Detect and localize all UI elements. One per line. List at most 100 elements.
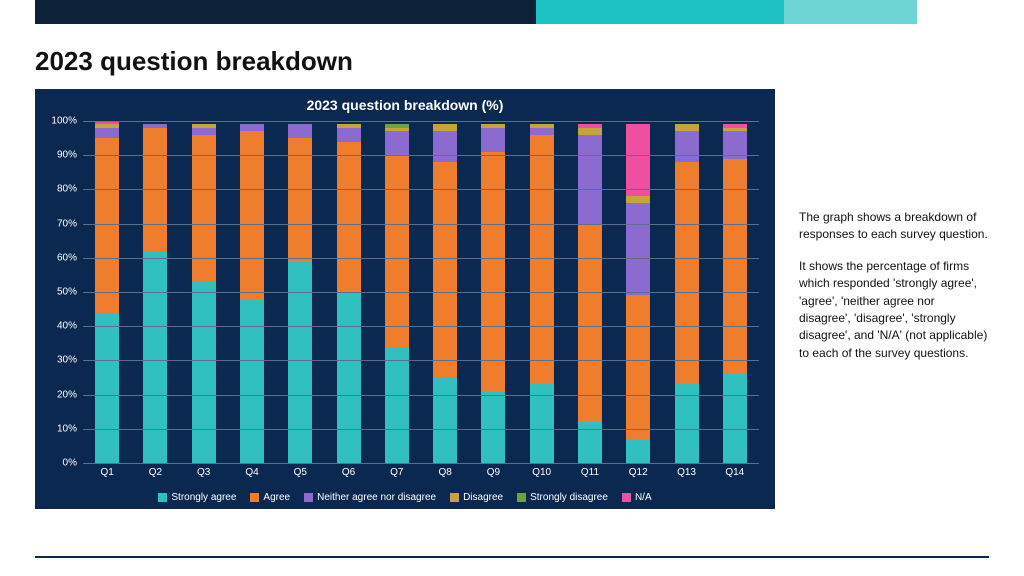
legend-item: Agree (250, 492, 290, 503)
x-axis-label: Q7 (390, 467, 403, 478)
bar-segment (433, 162, 457, 377)
gridline (83, 429, 759, 430)
y-axis-label: 0% (41, 458, 77, 469)
y-axis-label: 90% (41, 150, 77, 161)
x-axis-label: Q10 (532, 467, 551, 478)
bar-segment (337, 142, 361, 292)
gridline (83, 395, 759, 396)
x-axis-label: Q6 (342, 467, 355, 478)
bar-segment (723, 159, 747, 374)
bar-segment (578, 128, 602, 135)
x-axis-label: Q13 (677, 467, 696, 478)
legend-swatch (158, 493, 167, 502)
x-axis-label: Q3 (197, 467, 210, 478)
bar-segment (385, 131, 409, 155)
bar-segment (95, 128, 119, 138)
plot-area: Q1Q2Q3Q4Q5Q6Q7Q8Q9Q10Q11Q12Q13Q14 0%10%2… (83, 121, 759, 463)
bar-segment (240, 299, 264, 463)
legend-label: Agree (263, 492, 290, 503)
legend-item: Neither agree nor disagree (304, 492, 436, 503)
legend-label: N/A (635, 492, 652, 503)
bar-segment (626, 295, 650, 439)
gridline (83, 224, 759, 225)
bar-segment (481, 128, 505, 152)
bar-segment (675, 124, 699, 131)
y-axis-label: 10% (41, 423, 77, 434)
bar-segment (481, 391, 505, 463)
y-axis-label: 80% (41, 184, 77, 195)
bar-segment (240, 131, 264, 299)
y-axis-label: 20% (41, 389, 77, 400)
bar-segment (240, 124, 264, 131)
gridline (83, 155, 759, 156)
bar-segment (530, 384, 554, 463)
bar-segment (95, 138, 119, 312)
bar-segment (626, 203, 650, 295)
bar-segment (626, 439, 650, 463)
bottom-rule (35, 556, 989, 558)
bar-segment (192, 282, 216, 463)
bar-segment (192, 128, 216, 135)
gridline (83, 258, 759, 259)
legend-item: Strongly disagree (517, 492, 608, 503)
bar-segment (626, 196, 650, 203)
x-axis-label: Q11 (581, 467, 599, 478)
bar-segment (675, 131, 699, 162)
x-axis-label: Q5 (294, 467, 307, 478)
bar-segment (385, 347, 409, 463)
bar-segment (288, 138, 312, 261)
gridline (83, 189, 759, 190)
legend-swatch (622, 493, 631, 502)
legend-label: Strongly disagree (530, 492, 608, 503)
bar-segment (626, 124, 650, 196)
top-bar-segment (784, 0, 918, 24)
gridline (83, 326, 759, 327)
bar-segment (433, 124, 457, 131)
bar-segment (530, 135, 554, 385)
bar-segment (578, 224, 602, 422)
top-accent-bar (35, 0, 989, 24)
bar-segment (675, 384, 699, 463)
legend-swatch (304, 493, 313, 502)
bar-segment (433, 131, 457, 162)
bar-segment (337, 292, 361, 463)
y-axis-label: 70% (41, 218, 77, 229)
legend: Strongly agree Agree Neither agree nor dis… (35, 492, 775, 503)
bar-segment (288, 124, 312, 138)
side-text: The graph shows a breakdown of responses… (799, 89, 989, 509)
side-para-1: The graph shows a breakdown of responses… (799, 209, 989, 244)
bar-segment (385, 155, 409, 347)
bar-segment (578, 135, 602, 224)
legend-label: Disagree (463, 492, 503, 503)
legend-label: Neither agree nor disagree (317, 492, 436, 503)
y-axis-label: 100% (41, 116, 77, 127)
bar-segment (723, 374, 747, 463)
bar-segment (143, 251, 167, 463)
legend-label: Strongly agree (171, 492, 236, 503)
x-axis-label: Q4 (245, 467, 258, 478)
bar-segment (433, 378, 457, 464)
x-axis-label: Q12 (629, 467, 648, 478)
bar-segment (192, 135, 216, 282)
legend-swatch (250, 493, 259, 502)
legend-item: Strongly agree (158, 492, 236, 503)
y-axis-label: 30% (41, 355, 77, 366)
legend-item: N/A (622, 492, 652, 503)
bar-segment (675, 162, 699, 384)
gridline (83, 463, 759, 464)
gridline (83, 292, 759, 293)
chart-panel: 2023 question breakdown (%) Q1Q2Q3Q4Q5Q6… (35, 89, 775, 509)
bar-segment (530, 128, 554, 135)
y-axis-label: 60% (41, 252, 77, 263)
x-axis-label: Q8 (438, 467, 451, 478)
top-bar-segment (35, 0, 536, 24)
top-bar-segment (536, 0, 784, 24)
y-axis-label: 50% (41, 287, 77, 298)
page-title: 2023 question breakdown (35, 46, 989, 77)
bar-segment (481, 152, 505, 391)
x-axis-label: Q2 (149, 467, 162, 478)
x-axis-label: Q14 (725, 467, 744, 478)
top-bar-segment (917, 0, 989, 24)
legend-swatch (517, 493, 526, 502)
side-para-2: It shows the percentage of firms which r… (799, 258, 989, 362)
